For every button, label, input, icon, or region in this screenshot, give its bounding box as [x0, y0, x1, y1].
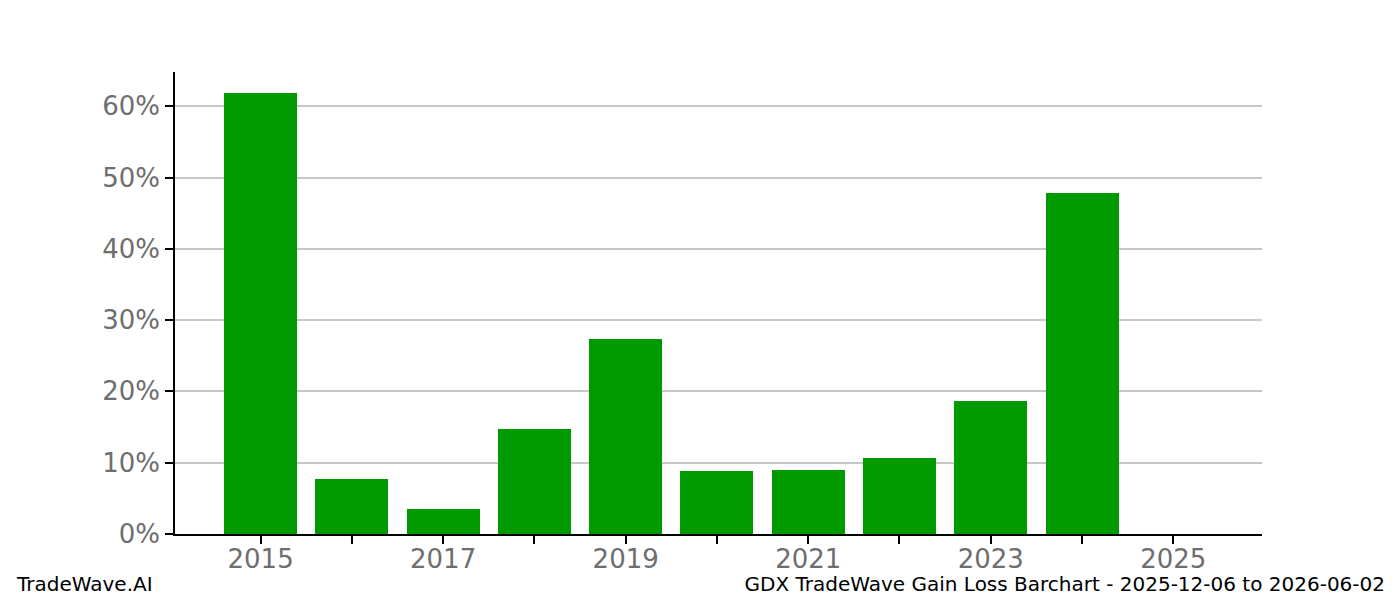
x-tick-2015 [260, 536, 262, 544]
x-tick-label-2019: 2019 [593, 544, 659, 574]
bar-2024 [1046, 193, 1119, 534]
y-tick-20 [165, 390, 173, 392]
x-tick-label-2021: 2021 [775, 544, 841, 574]
x-tick-label-2023: 2023 [958, 544, 1024, 574]
y-tick-label-0: 0% [119, 519, 160, 549]
x-tick-2021 [807, 536, 809, 544]
bar-2016 [315, 479, 388, 534]
y-tick-label-60: 60% [102, 91, 160, 121]
bar-2023 [954, 401, 1027, 534]
y-tick-label-10: 10% [102, 448, 160, 478]
bar-2020 [680, 471, 753, 534]
x-tick-2023 [990, 536, 992, 544]
y-axis-line [173, 72, 175, 536]
y-tick-label-50: 50% [102, 163, 160, 193]
x-tick-2018 [533, 536, 535, 544]
y-tick-50 [165, 177, 173, 179]
y-tick-label-20: 20% [102, 376, 160, 406]
y-tick-30 [165, 319, 173, 321]
y-tick-label-30: 30% [102, 305, 160, 335]
y-tick-10 [165, 462, 173, 464]
bar-2022 [863, 458, 936, 534]
y-tick-0 [165, 533, 173, 535]
x-tick-2020 [716, 536, 718, 544]
x-tick-2025 [1172, 536, 1174, 544]
bar-2018 [498, 429, 571, 534]
gridline-50 [175, 177, 1262, 179]
x-tick-label-2015: 2015 [228, 544, 294, 574]
y-tick-label-40: 40% [102, 234, 160, 264]
x-tick-label-2025: 2025 [1140, 544, 1206, 574]
brand-text: TradeWave.AI [17, 572, 153, 596]
x-tick-2019 [625, 536, 627, 544]
bar-2019 [589, 339, 662, 534]
y-tick-60 [165, 105, 173, 107]
chart-caption: GDX TradeWave Gain Loss Barchart - 2025-… [745, 572, 1385, 596]
x-tick-2016 [351, 536, 353, 544]
bar-2017 [407, 509, 480, 534]
gain-loss-barchart: 0% 10% 20% 30% 40% 50% 60% 2015 2017 2019 2021 2023… [0, 0, 1400, 600]
x-tick-2024 [1081, 536, 1083, 544]
y-tick-40 [165, 248, 173, 250]
x-tick-2022 [898, 536, 900, 544]
plot-area: 0%10%20%30%40%50%60%20152017201920212023… [175, 72, 1262, 534]
gridline-60 [175, 105, 1262, 107]
x-tick-label-2017: 2017 [410, 544, 476, 574]
bar-2015 [224, 93, 297, 534]
bar-2021 [772, 470, 845, 534]
x-tick-2017 [442, 536, 444, 544]
